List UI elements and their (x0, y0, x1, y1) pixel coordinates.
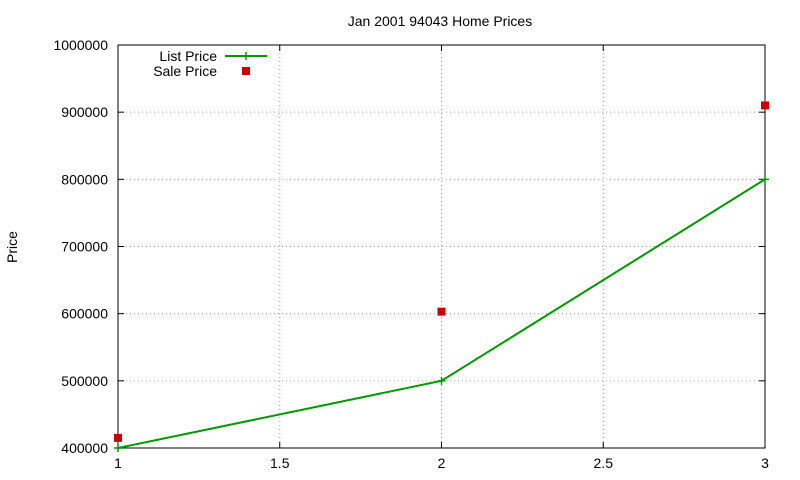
y-tick-label: 500000 (61, 373, 108, 389)
y-tick-label: 700000 (61, 239, 108, 255)
x-tick-label: 3 (761, 455, 769, 471)
x-tick-label: 2.5 (594, 455, 614, 471)
y-tick-label: 800000 (61, 171, 108, 187)
data-point-square (761, 101, 769, 110)
series-list-price (114, 175, 769, 452)
series-sale-price (114, 101, 769, 442)
y-axis-label: Price (4, 231, 20, 263)
plot-frame (117, 44, 766, 449)
legend-label: List Price (159, 48, 217, 64)
chart-title: Jan 2001 94043 Home Prices (348, 13, 532, 29)
tick-labels: 400000 500000 600000 700000 800000 900000 1000… (53, 37, 769, 471)
y-tick-label: 900000 (61, 104, 108, 120)
x-tick-label: 2 (438, 455, 446, 471)
legend-label: Sale Price (153, 63, 217, 79)
legend-square-swatch (242, 67, 250, 75)
y-tick-label: 400000 (61, 440, 108, 456)
data-point-cross (114, 444, 122, 452)
x-tick-label: 1.5 (270, 455, 290, 471)
y-tick-label: 1000000 (53, 37, 108, 53)
data-point-square (114, 433, 122, 442)
data-point-square (437, 307, 446, 316)
x-tick-label: 1 (114, 455, 122, 471)
y-tick-label: 600000 (61, 306, 108, 322)
grid (118, 45, 765, 448)
series-layer (114, 101, 769, 452)
data-point-cross (437, 376, 446, 385)
legend-cross-swatch (242, 52, 250, 60)
data-point-cross (761, 175, 769, 184)
